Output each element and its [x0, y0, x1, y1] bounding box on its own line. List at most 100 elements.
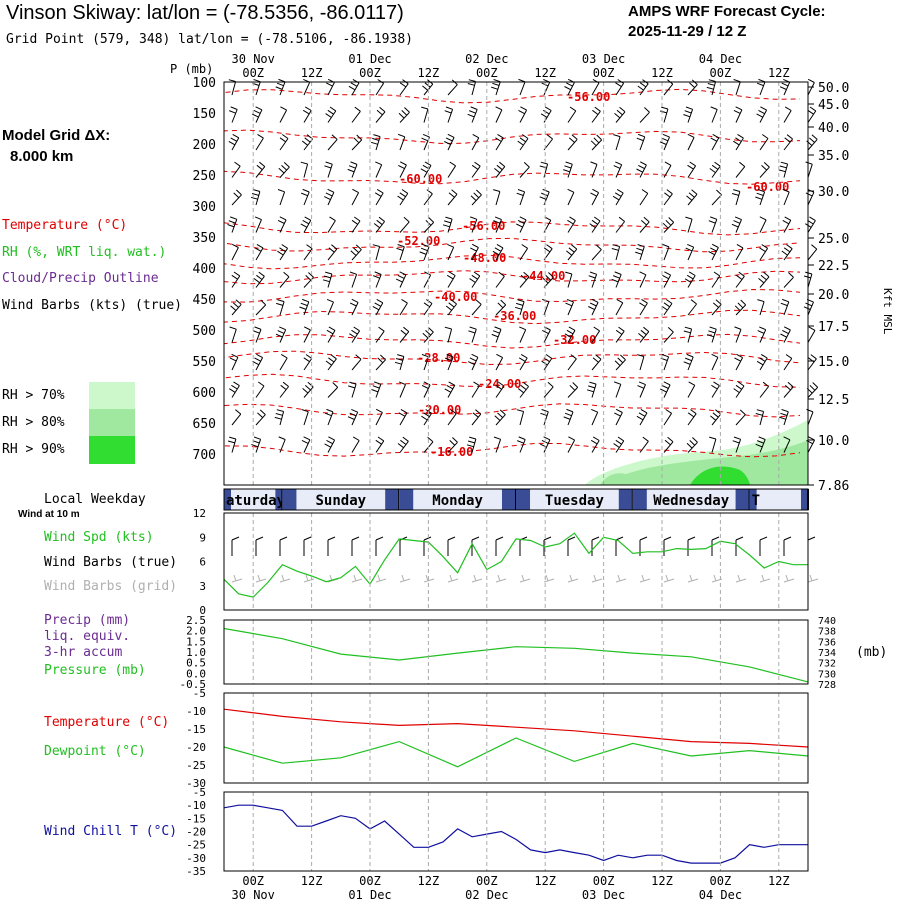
wind-barb — [446, 271, 456, 288]
wind-barb — [274, 409, 285, 426]
grid-point-subtitle: Grid Point (579, 348) lat/lon = (-78.510… — [6, 32, 413, 47]
weekday-cell — [282, 489, 400, 510]
wind-barb — [324, 161, 333, 178]
height-tick: 45.0 — [818, 98, 849, 113]
wind-barb — [805, 216, 816, 233]
wind-barb — [471, 133, 480, 151]
legend-wind-chill: Wind Chill T (°C) — [44, 824, 178, 839]
wind-barb — [567, 436, 576, 453]
wind-barb — [662, 217, 675, 233]
wind-barb — [638, 326, 650, 343]
wind-barb — [591, 106, 601, 123]
isotherm-line — [223, 129, 801, 144]
wind-barb — [565, 271, 573, 288]
wind-barb — [735, 243, 744, 261]
wind-barb — [614, 106, 626, 123]
wind-barb — [251, 436, 262, 453]
wind-10m-label: Wind at 10 m — [18, 509, 80, 520]
isotherm-line — [223, 288, 801, 303]
precip-tick: 1.5 — [186, 635, 206, 648]
wind-barb — [519, 271, 530, 288]
windchill-tick: -10 — [186, 799, 206, 812]
wind-barb — [370, 134, 381, 151]
legend-cloud-outline: Cloud/Precip Outline — [2, 271, 159, 286]
local-weekday-label: Local Weekday — [44, 492, 146, 507]
isotherm-line — [223, 88, 801, 104]
wind-barb — [615, 79, 625, 96]
true-wind-barb — [471, 536, 480, 556]
bottom-date-label: 30 Nov — [232, 888, 275, 900]
wind-barb — [663, 409, 673, 426]
wind-barb — [491, 326, 502, 343]
wind-barb — [686, 189, 698, 206]
wind-barb — [491, 79, 501, 96]
grid-wind-barb — [615, 574, 627, 583]
pressure-tick: 150 — [193, 107, 216, 122]
isotherm-label: -60.00 — [746, 180, 789, 194]
wind-barb — [303, 244, 313, 261]
temp-tick: -20 — [186, 741, 206, 754]
wind-barb — [637, 381, 646, 398]
weekday-edge — [224, 489, 232, 510]
grid-wind-barb — [351, 574, 363, 583]
temp-tick: -10 — [186, 705, 206, 718]
true-wind-barb — [711, 536, 720, 556]
wind-barb — [373, 216, 385, 233]
pressure-tick: 200 — [193, 138, 216, 153]
windspd-tick: 3 — [199, 580, 206, 593]
top-date-label: 04 Dec — [699, 52, 742, 66]
wind-barb — [539, 188, 550, 206]
grid-wind-barb — [375, 574, 387, 583]
wind-barb — [639, 189, 649, 206]
true-wind-barb — [591, 536, 600, 556]
wind-barb — [467, 353, 479, 371]
windchill-tick: -15 — [186, 812, 206, 825]
wind-barb — [540, 106, 552, 123]
grid-wind-barb — [423, 574, 435, 583]
wind-barb — [326, 326, 336, 343]
wind-barb — [375, 354, 386, 371]
bottom-date-label: 01 Dec — [348, 888, 391, 900]
weekday-edge — [275, 489, 283, 510]
wind-barb — [683, 326, 693, 343]
wind-barb — [421, 354, 430, 371]
wind-barb — [444, 326, 453, 343]
wind-barb — [755, 436, 766, 453]
wind-barb — [518, 353, 528, 371]
legend-temperature-2: Temperature (°C) — [44, 715, 170, 730]
true-wind-barb — [663, 536, 672, 556]
wind-barb — [615, 216, 625, 233]
isotherm-line — [223, 442, 801, 458]
wind-barb — [613, 436, 625, 453]
wind-barb — [468, 326, 477, 343]
panel5-frame — [223, 791, 809, 872]
wind-barb — [733, 381, 745, 398]
grid-wind-barb — [759, 574, 771, 583]
wind-barb — [351, 188, 360, 206]
pressure-tick: 250 — [193, 169, 216, 184]
wind-barb — [347, 408, 359, 426]
true-wind-barb — [615, 536, 624, 556]
pressure-tick: 350 — [193, 231, 216, 246]
wind-barb — [542, 272, 554, 288]
isotherm-label: -60.00 — [399, 172, 442, 186]
isotherm-line — [223, 309, 801, 325]
wind-barb — [711, 299, 722, 316]
wind-barb — [687, 381, 696, 398]
wind-barb — [373, 271, 382, 288]
wind-barb — [275, 326, 287, 343]
pressure-tick: 550 — [193, 355, 216, 370]
wind-barb — [613, 134, 621, 151]
wind-barb — [613, 161, 623, 178]
wind-barb — [250, 189, 261, 206]
grid-wind-barb — [399, 574, 411, 583]
top-time-tick: 12Z — [301, 66, 323, 80]
bottom-time-tick: 12Z — [301, 874, 323, 888]
wind-barb — [372, 244, 381, 261]
true-wind-barb — [447, 536, 456, 556]
true-wind-barb — [231, 536, 240, 556]
wind-barb — [469, 271, 481, 288]
wind-barb — [759, 244, 769, 261]
height-tick: 40.0 — [818, 121, 849, 136]
pressure-right-tick: 734 — [818, 648, 836, 659]
